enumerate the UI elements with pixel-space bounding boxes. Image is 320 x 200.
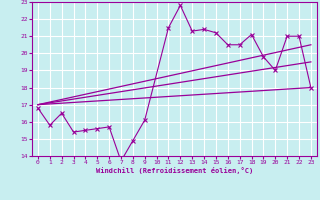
X-axis label: Windchill (Refroidissement éolien,°C): Windchill (Refroidissement éolien,°C): [96, 167, 253, 174]
